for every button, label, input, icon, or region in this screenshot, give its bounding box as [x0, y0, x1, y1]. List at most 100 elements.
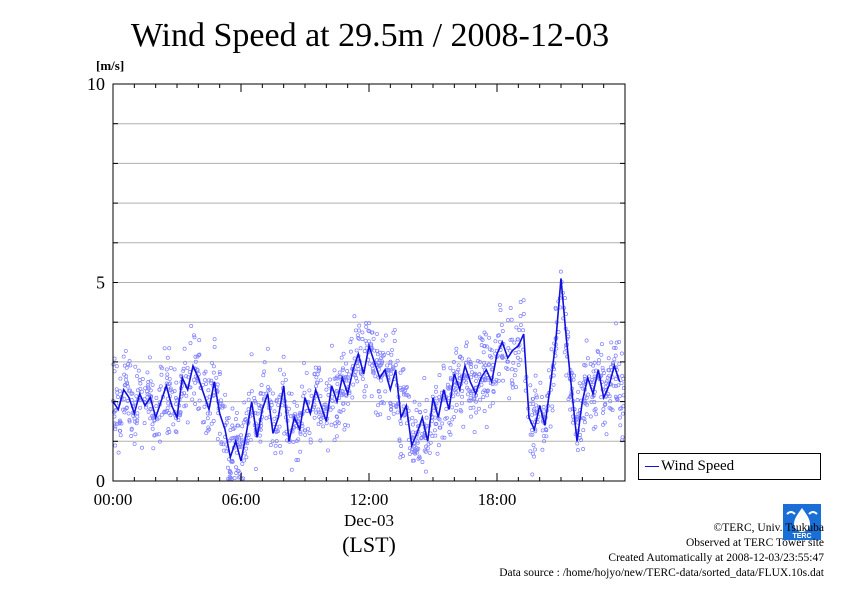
data-point [575, 448, 580, 453]
data-point [337, 420, 341, 425]
data-point [518, 300, 523, 304]
data-point [477, 372, 482, 377]
data-point [214, 375, 219, 380]
data-point [380, 361, 384, 365]
data-point [268, 443, 273, 448]
data-point [229, 459, 234, 464]
data-point [278, 367, 283, 372]
data-point [217, 369, 222, 374]
data-point [431, 408, 436, 413]
data-point [500, 329, 505, 334]
data-point [541, 405, 546, 410]
data-point [225, 465, 230, 470]
data-point [170, 389, 175, 394]
data-point [283, 377, 288, 382]
data-point [360, 337, 365, 341]
data-point [367, 361, 372, 366]
data-point [376, 388, 381, 393]
data-point [202, 371, 207, 376]
data-point [601, 407, 606, 412]
data-point [244, 446, 249, 451]
data-point [496, 378, 501, 383]
data-point [390, 347, 395, 352]
data-point [401, 367, 406, 372]
data-point [379, 400, 383, 405]
data-point [267, 387, 272, 392]
data-point [601, 422, 606, 427]
x-axis-date-label: Dec-03 [344, 511, 394, 530]
data-point [448, 375, 453, 380]
data-point [148, 388, 153, 393]
data-point [458, 354, 463, 359]
data-point [246, 391, 251, 396]
data-point [506, 346, 511, 351]
data-point [388, 361, 393, 366]
data-point [281, 354, 286, 359]
data-point [599, 395, 604, 400]
data-point [172, 367, 177, 372]
data-point [171, 422, 176, 427]
data-point [414, 446, 419, 451]
data-point [302, 390, 307, 395]
data-point [603, 384, 608, 389]
data-point [550, 404, 555, 409]
data-point [400, 367, 405, 372]
data-point [339, 355, 344, 360]
data-point [159, 412, 164, 417]
data-point [230, 423, 235, 428]
data-point [138, 381, 143, 386]
data-point [551, 373, 556, 378]
data-point [154, 432, 159, 437]
data-point [300, 384, 304, 389]
data-point [447, 430, 452, 435]
data-point [258, 404, 263, 409]
data-point [195, 367, 200, 372]
data-point [535, 395, 539, 400]
data-point [316, 421, 321, 426]
data-point [463, 360, 468, 365]
data-point [558, 269, 563, 274]
data-point [492, 379, 497, 384]
data-point [415, 439, 420, 444]
data-point [472, 394, 476, 399]
data-point [484, 344, 489, 349]
data-point [418, 410, 423, 415]
data-point [480, 338, 485, 342]
data-point [464, 344, 469, 349]
data-point [607, 394, 612, 399]
data-point [145, 370, 150, 375]
data-point [450, 405, 455, 410]
data-point [426, 442, 431, 447]
data-point [294, 458, 299, 463]
data-point [147, 355, 152, 360]
data-point [197, 406, 202, 411]
data-point [248, 437, 253, 442]
data-point [442, 435, 447, 440]
data-point [233, 417, 238, 422]
data-point [114, 387, 119, 392]
data-point [375, 331, 379, 336]
data-point [621, 404, 626, 409]
data-point [307, 431, 312, 435]
data-point [341, 351, 346, 356]
data-point [508, 306, 513, 310]
data-point [618, 406, 623, 411]
data-point [440, 421, 445, 426]
data-point [394, 403, 399, 408]
data-point [313, 384, 318, 389]
data-point [211, 419, 216, 423]
data-point [530, 396, 535, 401]
data-point [122, 407, 127, 412]
data-point [433, 415, 437, 420]
data-point [586, 392, 591, 397]
data-point [362, 394, 367, 399]
data-point [151, 446, 156, 451]
data-point [423, 469, 428, 474]
data-point [296, 458, 301, 462]
data-point [121, 354, 126, 359]
data-point [490, 401, 495, 406]
data-point [182, 404, 187, 409]
data-point [599, 342, 604, 347]
data-point [582, 374, 587, 379]
data-point [358, 346, 363, 351]
